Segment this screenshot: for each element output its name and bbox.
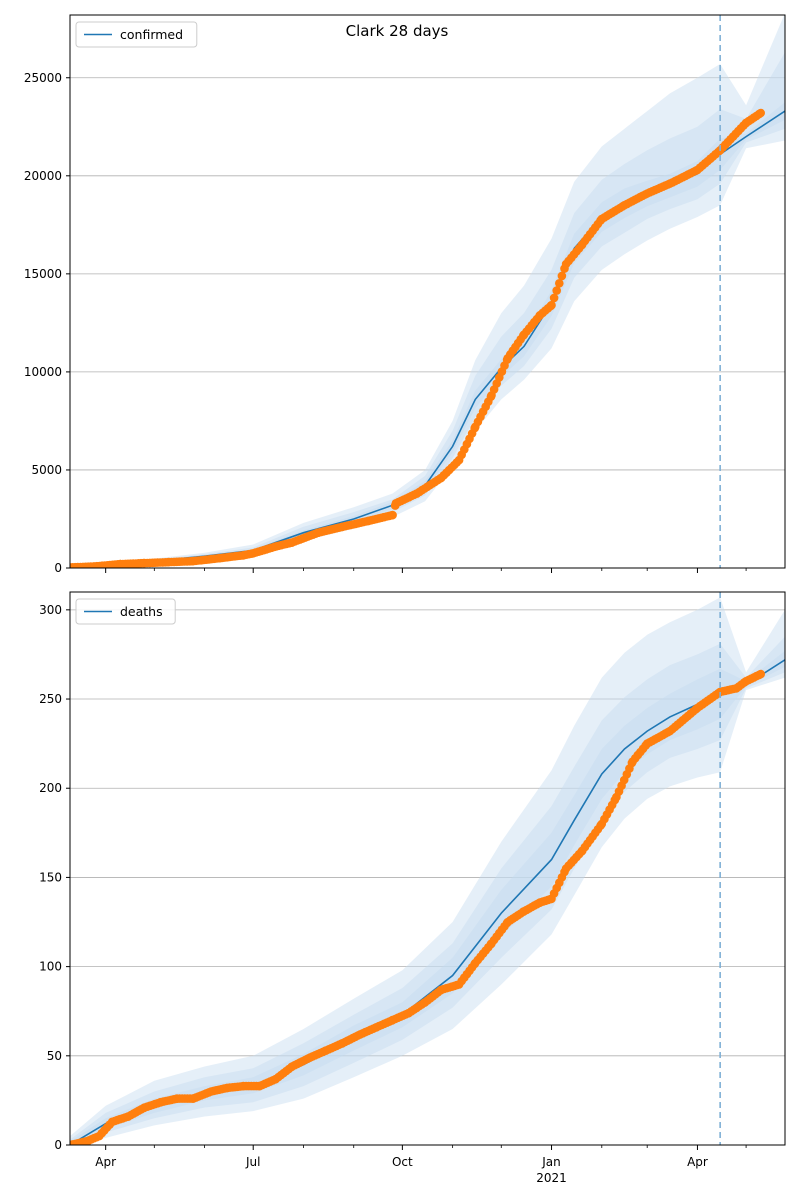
y-tick-label: 20000 (24, 169, 62, 183)
y-tick-label: 5000 (31, 463, 62, 477)
y-tick-label: 25000 (24, 71, 62, 85)
uncertainty-band (70, 636, 785, 1145)
x-tick-label: Apr (95, 1155, 116, 1169)
legend-box (75, 21, 198, 48)
y-tick-label: 15000 (24, 267, 62, 281)
observed-point (555, 279, 564, 288)
axes-frame (69, 14, 786, 569)
y-tick-label: 50 (47, 1049, 62, 1063)
y-tick-label: 100 (39, 960, 62, 974)
y-tick-label: 150 (39, 870, 62, 884)
x-tick-label: Jan (541, 1155, 561, 1169)
y-tick-label: 0 (54, 561, 62, 575)
x-tick-label: Apr (687, 1155, 708, 1169)
observed-point (557, 271, 567, 281)
plot-area (70, 592, 785, 1145)
axes-frame (69, 591, 786, 1146)
y-tick-label: 10000 (24, 365, 62, 379)
uncertainty-band (70, 650, 785, 1145)
y-tick-label: 200 (39, 781, 62, 795)
observed-point (552, 286, 561, 295)
y-tick-label: 300 (39, 603, 62, 617)
deaths-panel: 0 50 100 150 200 250 300 Apr Jul Oct Jan 2021 Apr dea… (39, 591, 786, 1185)
y-tick-label: 250 (39, 692, 62, 706)
uncertainty-band (70, 15, 785, 568)
plot-area (70, 15, 785, 568)
legend-label: deaths (120, 604, 163, 619)
legend-box (75, 598, 176, 625)
x-tick-sublabel: 2021 (536, 1171, 567, 1185)
legend-label: confirmed (120, 27, 183, 42)
uncertainty-band (70, 597, 785, 1145)
y-tick-label: 0 (54, 1138, 62, 1152)
x-tick-label: Oct (392, 1155, 413, 1169)
observed-point (547, 300, 556, 310)
uncertainty-band (70, 52, 785, 568)
figure-title: Clark 28 days (346, 22, 449, 40)
x-tick-label: Jul (245, 1155, 260, 1169)
observed-point (388, 510, 397, 520)
observed-point (756, 669, 765, 679)
observed-point (756, 108, 765, 118)
observed-point (549, 293, 559, 303)
confirmed-panel: 0 5000 10000 15000 20000 25000 confirmed (24, 14, 786, 575)
